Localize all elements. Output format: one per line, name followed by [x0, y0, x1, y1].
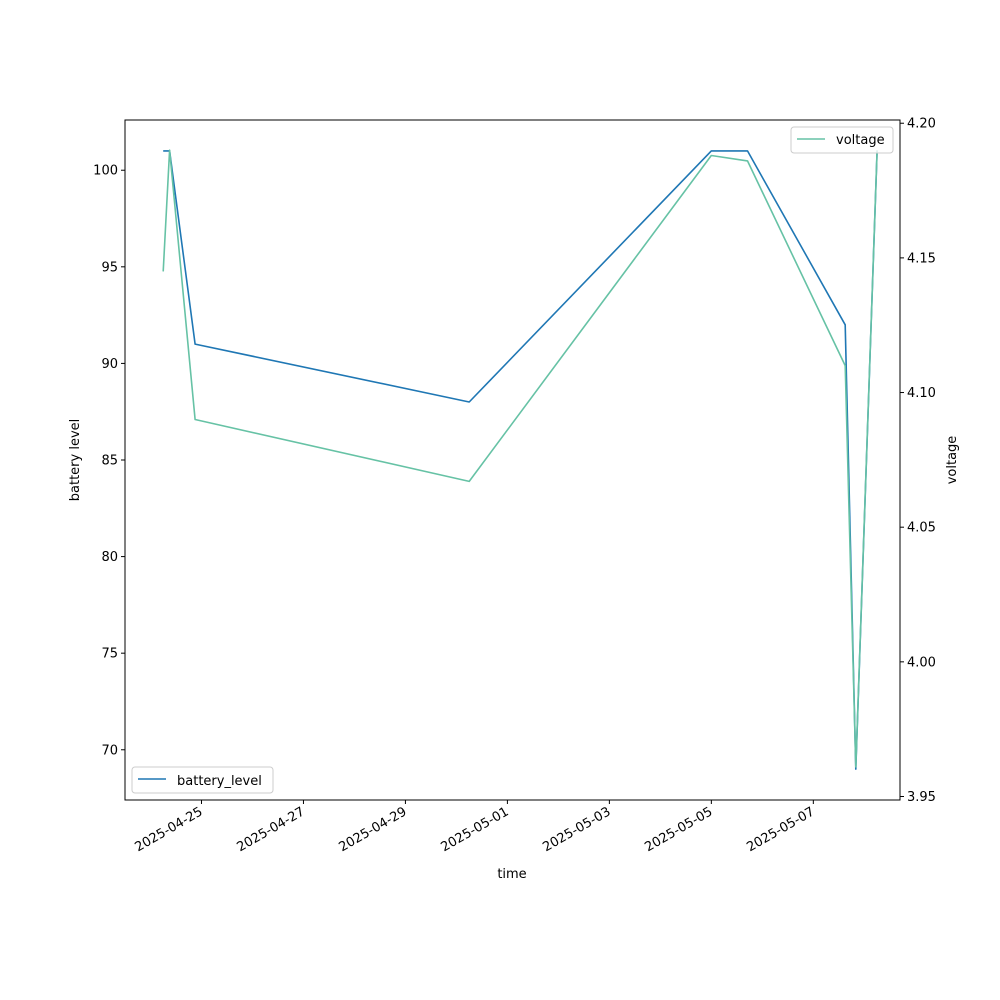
legend-label-voltage: voltage: [836, 133, 885, 148]
legend-box: [790, 126, 894, 154]
left-tick-label: 70: [101, 743, 118, 758]
legend-voltage: voltage: [790, 126, 894, 154]
legend-battery-level: battery_level: [131, 766, 274, 794]
x-tick-label: 2025-04-29: [336, 804, 409, 855]
left-axis-label: battery level: [68, 419, 83, 502]
x-tick-label: 2025-05-05: [642, 804, 715, 855]
x-tick-label: 2025-04-27: [235, 804, 308, 855]
right-axis-label: voltage: [945, 436, 960, 485]
right-axis-ticks: 3.95 4.00 4.05 4.10 4.15 4.20: [900, 117, 936, 805]
x-tick-label: 2025-04-25: [133, 804, 206, 855]
series-line-voltage: [162, 149, 878, 768]
left-tick-label: 100: [93, 164, 118, 179]
left-tick-label: 75: [101, 647, 118, 662]
legend-box: [131, 766, 274, 794]
x-axis-ticks: 2025-04-25 2025-04-27 2025-04-29 2025-05-01…: [133, 800, 817, 855]
plot-frame: [124, 119, 901, 801]
x-tick-label: 2025-05-01: [438, 804, 511, 855]
left-tick-label: 85: [101, 454, 118, 469]
right-tick-label: 4.15: [907, 251, 936, 266]
series-line-battery-level: [163, 150, 878, 770]
right-tick-label: 3.95: [907, 790, 936, 805]
left-tick-label: 90: [101, 357, 118, 372]
left-tick-label: 80: [101, 550, 118, 565]
x-tick-label: 2025-05-07: [744, 804, 817, 855]
right-tick-label: 4.20: [907, 117, 936, 132]
left-axis-ticks: 70 75 80 85 90 95 100: [93, 164, 125, 758]
series-lines: [162, 149, 878, 770]
x-axis-label: time: [497, 867, 526, 882]
right-tick-label: 4.10: [907, 386, 936, 401]
right-tick-label: 4.05: [907, 521, 936, 536]
left-tick-label: 95: [101, 260, 118, 275]
right-tick-label: 4.00: [907, 655, 936, 670]
x-tick-label: 2025-05-03: [540, 804, 613, 855]
legend-label-battery-level: battery_level: [177, 774, 262, 789]
